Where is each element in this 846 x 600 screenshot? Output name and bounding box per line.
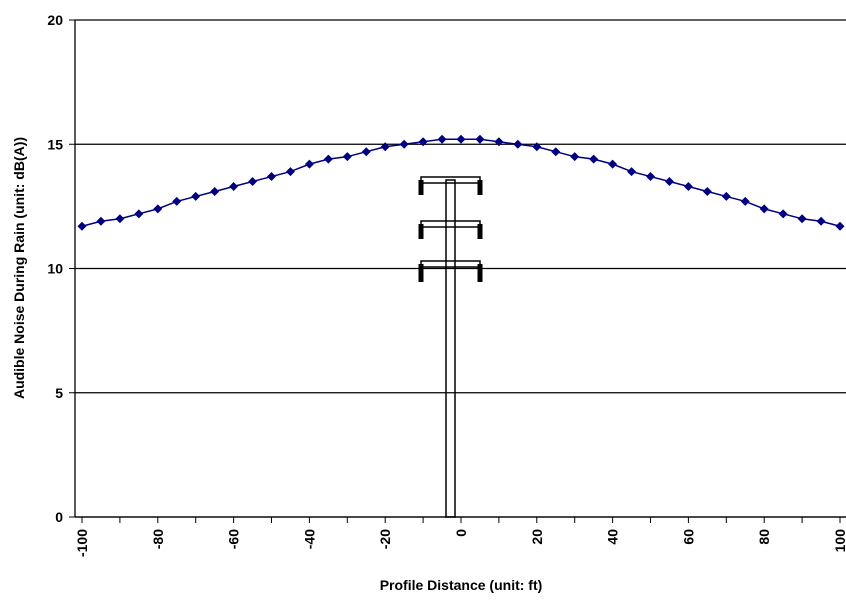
x-tick-label: 60 — [680, 529, 696, 545]
tower-icon — [418, 176, 483, 518]
marker — [96, 216, 106, 226]
marker — [627, 167, 637, 177]
marker — [267, 172, 276, 182]
marker — [475, 134, 485, 144]
marker — [608, 159, 618, 169]
marker — [134, 209, 144, 219]
marker — [380, 142, 390, 152]
marker — [759, 204, 769, 214]
marker — [399, 139, 409, 149]
y-tick-label: 0 — [55, 509, 63, 525]
y-axis-title: Audible Noise During Rain (unit: dB(A)) — [11, 137, 27, 399]
y-tick-label: 10 — [47, 261, 63, 277]
marker — [456, 134, 466, 144]
marker — [664, 177, 674, 187]
y-tick-label: 20 — [47, 12, 63, 28]
x-axis-title: Profile Distance (unit: ft) — [380, 577, 543, 593]
y-tick-label: 15 — [47, 136, 63, 152]
marker — [115, 214, 125, 224]
marker — [285, 167, 295, 177]
marker — [304, 159, 314, 169]
x-tick-label: -80 — [150, 529, 166, 549]
marker — [229, 181, 239, 191]
marker — [172, 196, 182, 206]
marker — [816, 216, 826, 226]
marker — [589, 154, 599, 164]
marker — [418, 137, 428, 147]
x-tick-label: 0 — [453, 529, 469, 537]
marker — [342, 152, 352, 162]
marker — [683, 181, 693, 191]
marker — [570, 152, 580, 162]
marker — [248, 177, 258, 187]
x-tick-label: -60 — [226, 529, 242, 549]
x-tick-label: -40 — [301, 529, 317, 549]
marker — [778, 209, 788, 219]
marker — [323, 154, 333, 164]
marker — [210, 186, 220, 196]
marker — [437, 134, 447, 144]
y-tick-label: 5 — [55, 385, 63, 401]
marker — [721, 191, 731, 201]
marker — [153, 204, 163, 214]
marker — [494, 137, 504, 147]
marker — [551, 147, 561, 157]
marker — [77, 221, 87, 231]
x-tick-label: 80 — [756, 529, 772, 545]
marker — [740, 196, 750, 206]
marker — [797, 214, 807, 224]
marker — [361, 147, 371, 157]
marker — [513, 139, 523, 149]
marker — [702, 186, 712, 196]
marker — [835, 221, 845, 231]
x-tick-label: -100 — [74, 529, 90, 557]
x-tick-label: 100 — [832, 529, 846, 553]
marker — [191, 191, 201, 201]
marker — [532, 142, 542, 152]
x-tick-label: 40 — [605, 529, 621, 545]
x-tick-label: 20 — [529, 529, 545, 545]
x-tick-label: -20 — [377, 529, 393, 549]
marker — [646, 172, 655, 182]
